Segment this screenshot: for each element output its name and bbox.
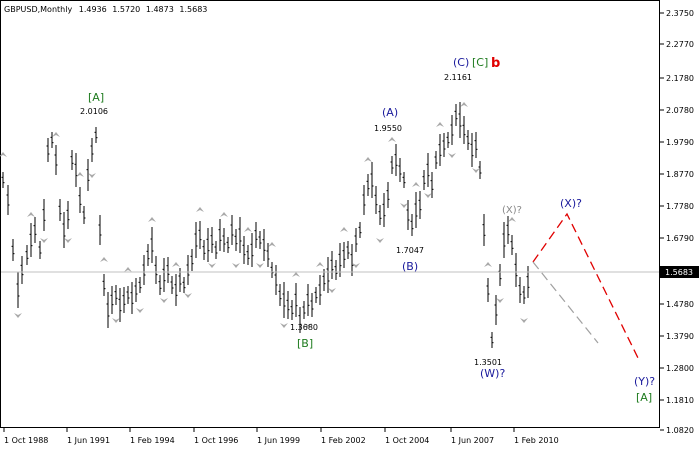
fractal-up-marker xyxy=(340,227,348,232)
fractal-down-marker xyxy=(14,313,22,318)
wave-label: [A] xyxy=(88,91,104,104)
wave-label: [C] xyxy=(472,56,488,69)
price-tick-label: 1.4780 xyxy=(666,300,694,309)
fractal-down-marker xyxy=(496,298,504,303)
wave-label: (W)? xyxy=(480,367,505,380)
fractal-down-marker xyxy=(520,318,528,323)
wave-label: (B) xyxy=(402,260,418,273)
wave-label: (C) xyxy=(453,56,469,69)
fractal-up-marker xyxy=(316,262,324,267)
fractal-down-marker xyxy=(304,323,312,328)
price-tick-label: 1.6790 xyxy=(666,234,694,243)
fractal-down-marker xyxy=(64,238,72,243)
time-tick-label: 1 Oct 1996 xyxy=(194,436,238,445)
wave-price-label: 1.7047 xyxy=(396,246,424,255)
price-tick-label: 2.1780 xyxy=(666,74,694,83)
fractal-up-marker xyxy=(364,157,372,162)
symbol-title: GBPUSD,Monthly 1.4936 1.5720 1.4873 1.56… xyxy=(4,5,207,14)
fractal-down-marker xyxy=(208,263,216,268)
wave-label: (X)? xyxy=(560,197,582,210)
current-price-label: 1.5683 xyxy=(665,268,693,277)
fractal-down-marker xyxy=(184,293,192,298)
fractal-up-marker xyxy=(52,132,60,137)
fractal-up-marker xyxy=(484,262,492,267)
time-tick-label: 1 Feb 2010 xyxy=(514,436,559,445)
price-tick-label: 1.2800 xyxy=(666,364,694,373)
fractal-down-marker xyxy=(160,298,168,303)
wave-annotations: [A] 2.0106 [B] 1.3680 (A) 1.9550 (B) 1.7… xyxy=(80,56,655,404)
fractal-up-marker xyxy=(196,207,204,212)
price-tick-label: 2.0780 xyxy=(666,106,694,115)
fractal-up-marker xyxy=(268,242,276,247)
fractal-down-marker xyxy=(280,323,288,328)
time-tick-label: 1 Jun 1991 xyxy=(67,436,110,445)
forecast-alt-line xyxy=(532,261,599,344)
fractal-down-marker xyxy=(400,203,408,208)
fractal-up-marker xyxy=(76,172,84,177)
fractal-down-marker xyxy=(136,308,144,313)
fractal-up-marker xyxy=(460,102,468,107)
fractal-markers xyxy=(0,102,528,328)
price-tick-label: 1.0820 xyxy=(666,426,694,435)
price-bars xyxy=(1,102,530,348)
price-tick-label: 1.1810 xyxy=(666,396,694,405)
wave-label: (Y)? xyxy=(634,375,655,388)
wave-price-label: 1.3680 xyxy=(290,323,318,332)
wave-price-label: 1.9550 xyxy=(374,124,402,133)
fractal-up-marker xyxy=(148,217,156,222)
fractal-up-marker xyxy=(100,257,108,262)
price-tick-label: 1.3790 xyxy=(666,332,694,341)
fractal-down-marker xyxy=(256,263,264,268)
fractal-down-marker xyxy=(472,168,480,173)
fractal-down-marker xyxy=(112,318,120,323)
fractal-down-marker xyxy=(88,173,96,178)
fractal-down-marker xyxy=(352,263,360,268)
plot-area[interactable] xyxy=(0,0,660,428)
price-tick-label: 1.9790 xyxy=(666,138,694,147)
fractal-down-marker xyxy=(232,263,240,268)
time-tick-label: 1 Oct 1988 xyxy=(4,436,48,445)
fractal-down-marker xyxy=(376,238,384,243)
time-tick-label: 1 Jun 1999 xyxy=(257,436,300,445)
fractal-up-marker xyxy=(0,152,7,157)
fractal-down-marker xyxy=(424,193,432,198)
wave-price-label: 2.0106 xyxy=(80,107,108,116)
fractal-up-marker xyxy=(244,227,252,232)
wave-label: (A) xyxy=(382,106,398,119)
price-tick-label: 2.2770 xyxy=(666,40,694,49)
fractal-down-marker xyxy=(448,153,456,158)
fractal-up-marker xyxy=(172,262,180,267)
time-tick-label: 1 Jun 2007 xyxy=(451,436,494,445)
price-axis[interactable]: 2.3750 2.2770 2.1780 2.0780 1.9790 1.8770 1.77… xyxy=(660,9,699,435)
price-tick-label: 1.7780 xyxy=(666,202,694,211)
fractal-up-marker xyxy=(508,217,516,222)
fractal-up-marker xyxy=(220,212,228,217)
wave-label: (X)? xyxy=(502,205,522,216)
time-tick-label: 1 Feb 2002 xyxy=(321,436,366,445)
fractal-down-marker xyxy=(40,238,48,243)
time-tick-label: 1 Oct 2004 xyxy=(385,436,429,445)
current-price-marker xyxy=(660,266,699,278)
wave-label: b xyxy=(491,56,500,71)
forecast-primary-line xyxy=(532,212,641,363)
forecast-lines xyxy=(1,212,659,363)
wave-price-label: 1.3501 xyxy=(474,358,502,367)
fractal-up-marker xyxy=(292,272,300,277)
wave-price-label: 2.1161 xyxy=(444,73,472,82)
fractal-up-marker xyxy=(27,212,35,217)
wave-label: [B] xyxy=(297,337,313,350)
time-tick-label: 1 Feb 1994 xyxy=(130,436,175,445)
fractal-up-marker xyxy=(412,182,420,187)
price-tick-label: 1.8770 xyxy=(666,170,694,179)
fractal-up-marker xyxy=(124,267,132,272)
time-axis[interactable]: 1 Oct 1988 1 Jun 1991 1 Feb 1994 1 Oct 1996… xyxy=(3,428,559,445)
price-tick-label: 2.3750 xyxy=(666,9,694,18)
fractal-down-marker xyxy=(328,288,336,293)
wave-label: [A] xyxy=(636,391,652,404)
fractal-up-marker xyxy=(436,122,444,127)
fractal-up-marker xyxy=(388,137,396,142)
